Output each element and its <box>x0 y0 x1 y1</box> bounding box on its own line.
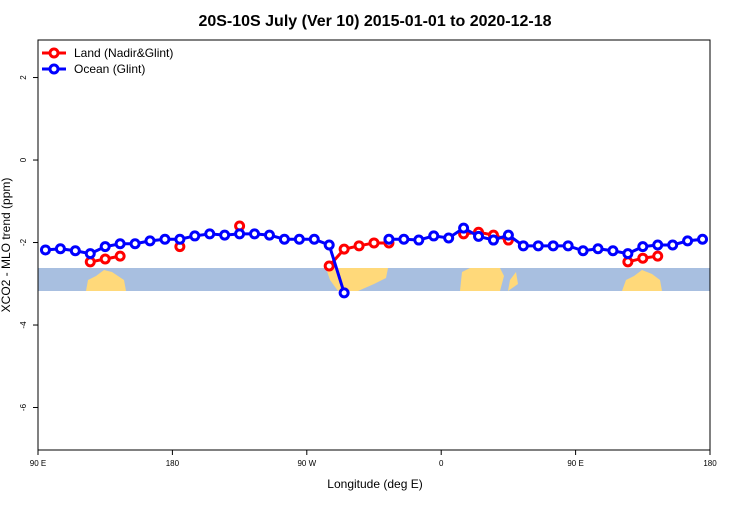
data-point <box>398 233 410 245</box>
data-point <box>652 250 664 262</box>
data-point <box>413 234 425 246</box>
plot-frame <box>37 39 711 451</box>
legend-label: Land (Nadir&Glint) <box>74 46 173 60</box>
data-point <box>502 229 514 241</box>
data-point <box>443 232 455 244</box>
y-tick-label: 2 <box>19 75 28 80</box>
x-axis-label: Longitude (deg E) <box>327 477 422 491</box>
data-point <box>308 233 320 245</box>
data-point <box>487 234 499 246</box>
data-point <box>219 229 231 241</box>
data-point <box>592 243 604 255</box>
data-point <box>532 240 544 252</box>
data-point <box>174 233 186 245</box>
data-point <box>249 228 261 240</box>
data-point <box>338 287 350 299</box>
data-point <box>293 233 305 245</box>
data-point <box>323 260 335 272</box>
data-point <box>263 229 275 241</box>
data-point <box>697 233 709 245</box>
legend: Land (Nadir&Glint) Ocean (Glint) <box>42 46 173 76</box>
data-point <box>84 248 96 260</box>
chart-title: 20S-10S July (Ver 10) 2015-01-01 to 2020… <box>198 13 551 30</box>
x-tick-label: 90 E <box>30 459 46 468</box>
data-point <box>278 233 290 245</box>
legend-marker <box>48 63 60 75</box>
y-tick-label: -6 <box>19 403 28 411</box>
land <box>508 272 518 291</box>
data-point <box>69 245 81 257</box>
data-point <box>622 248 634 260</box>
legend-marker <box>48 47 60 59</box>
data-point <box>547 240 559 252</box>
land <box>460 268 504 291</box>
data-point <box>637 252 649 264</box>
data-point <box>368 237 380 249</box>
data-point <box>99 253 111 265</box>
data-point <box>383 233 395 245</box>
data-point <box>607 245 619 257</box>
data-point <box>667 239 679 251</box>
data-point <box>682 235 694 247</box>
data-point <box>204 228 216 240</box>
y-tick-label: -4 <box>19 321 28 329</box>
data-point <box>129 238 141 250</box>
land <box>622 270 662 291</box>
x-tick-label: 90 W <box>297 459 316 468</box>
data-point <box>144 235 156 247</box>
data-point <box>114 250 126 262</box>
data-point <box>428 230 440 242</box>
x-tick-label: 90 E <box>567 459 583 468</box>
data-point <box>54 243 66 255</box>
data-point <box>234 228 246 240</box>
x-tick-label: 0 <box>439 459 444 468</box>
data-point <box>39 244 51 256</box>
data-point <box>517 240 529 252</box>
x-tick-label: 180 <box>703 459 717 468</box>
data-point <box>159 233 171 245</box>
x-tick-label: 180 <box>166 459 180 468</box>
data-point <box>338 243 350 255</box>
y-axis-label: XCO2 - MLO trend (ppm) <box>0 178 13 313</box>
data-point <box>473 230 485 242</box>
data-point <box>353 240 365 252</box>
data-point <box>323 239 335 251</box>
map-band <box>38 268 710 291</box>
data-point <box>458 222 470 234</box>
land <box>86 270 126 291</box>
y-tick-label: 0 <box>19 157 28 162</box>
data-point <box>652 239 664 251</box>
data-point <box>577 245 589 257</box>
data-point <box>99 241 111 253</box>
data-point <box>637 241 649 253</box>
data-point <box>114 238 126 250</box>
data-point <box>189 230 201 242</box>
y-tick-label: -2 <box>19 238 28 246</box>
legend-label: Ocean (Glint) <box>74 62 145 76</box>
data-point <box>562 240 574 252</box>
